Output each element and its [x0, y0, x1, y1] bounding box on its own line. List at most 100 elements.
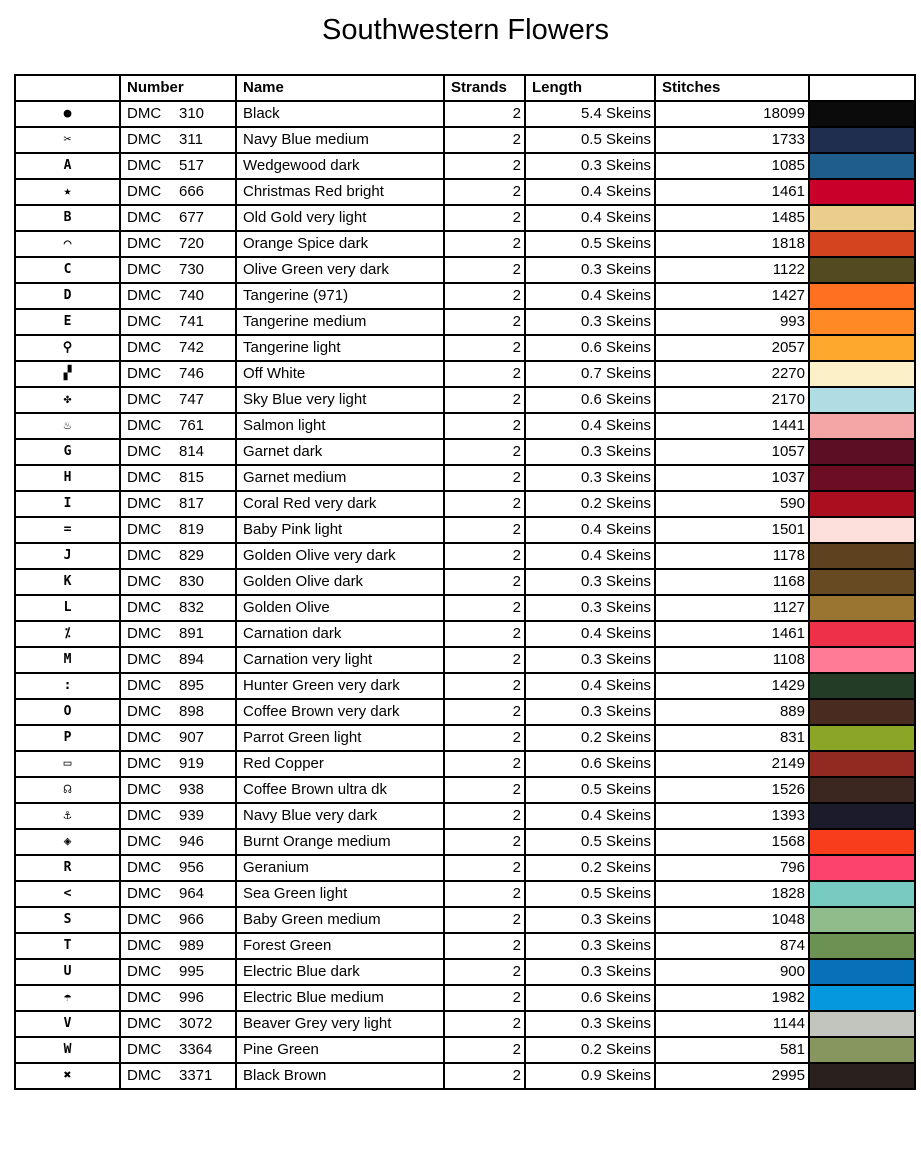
number-cell: DMC 311 [119, 125, 237, 154]
color-swatch-cell [808, 801, 916, 830]
stitches-cell: 1501 [654, 515, 810, 544]
strands-cell: 2 [443, 515, 526, 544]
color-swatch [811, 128, 913, 151]
color-swatch [811, 518, 913, 541]
color-swatch-cell [808, 463, 916, 492]
length-cell: 5.4 Skeins [524, 99, 656, 128]
strands-cell: 2 [443, 333, 526, 362]
table-row: ☊ DMC 938 Coffee Brown ultra dk 2 0.5 Skeins 1… [14, 775, 916, 804]
brand: DMC [127, 573, 162, 591]
number-cell: DMC 815 [119, 463, 237, 492]
color-swatch-cell [808, 671, 916, 700]
table-row: A DMC 517 Wedgewood dark 2 0.3 Skeins 1085 [14, 151, 916, 180]
length-cell: 0.2 Skeins [524, 1035, 656, 1064]
name-cell: Tangerine light [235, 333, 445, 362]
color-swatch-cell [808, 333, 916, 362]
stitches-cell: 590 [654, 489, 810, 518]
strands-cell: 2 [443, 99, 526, 128]
table-row: ✖ DMC 3371 Black Brown 2 0.9 Skeins 2995 [14, 1061, 916, 1090]
table-row: < DMC 964 Sea Green light 2 0.5 Skeins 1828 [14, 879, 916, 908]
color-swatch [811, 1012, 913, 1035]
symbol-cell: O [14, 697, 121, 726]
name-cell: Navy Blue medium [235, 125, 445, 154]
brand: DMC [127, 937, 162, 955]
floss-number: 3364 [179, 1041, 213, 1059]
color-swatch-cell [808, 255, 916, 284]
strands-cell: 2 [443, 229, 526, 258]
number-cell: DMC 746 [119, 359, 237, 388]
color-swatch [811, 570, 913, 593]
strands-cell: 2 [443, 281, 526, 310]
length-cell: 0.2 Skeins [524, 853, 656, 882]
length-cell: 0.4 Skeins [524, 515, 656, 544]
color-swatch [811, 258, 913, 281]
floss-number: 742 [179, 339, 205, 357]
strands-cell: 2 [443, 437, 526, 466]
length-cell: 0.3 Skeins [524, 437, 656, 466]
name-cell: Coffee Brown very dark [235, 697, 445, 726]
number-cell: DMC 891 [119, 619, 237, 648]
symbol-cell: = [14, 515, 121, 544]
number-cell: DMC 817 [119, 489, 237, 518]
color-swatch-cell [808, 541, 916, 570]
length-cell: 0.2 Skeins [524, 723, 656, 752]
number-cell: DMC 939 [119, 801, 237, 830]
floss-number: 946 [179, 833, 205, 851]
number-cell: DMC 814 [119, 437, 237, 466]
length-cell: 0.3 Skeins [524, 931, 656, 960]
name-cell: Coffee Brown ultra dk [235, 775, 445, 804]
name-cell: Sky Blue very light [235, 385, 445, 414]
name-cell: Geranium [235, 853, 445, 882]
brand: DMC [127, 1015, 162, 1033]
number-cell: DMC 938 [119, 775, 237, 804]
stitches-cell: 1168 [654, 567, 810, 596]
color-swatch [811, 752, 913, 775]
strands-cell: 2 [443, 307, 526, 336]
color-swatch-cell [808, 307, 916, 336]
color-swatch-cell [808, 983, 916, 1012]
table-row: R DMC 956 Geranium 2 0.2 Skeins 796 [14, 853, 916, 882]
number-cell: DMC 730 [119, 255, 237, 284]
color-swatch [811, 102, 913, 125]
floss-number: 3072 [179, 1015, 213, 1033]
length-cell: 0.5 Skeins [524, 229, 656, 258]
brand: DMC [127, 1041, 162, 1059]
stitches-cell: 1057 [654, 437, 810, 466]
floss-number: 966 [179, 911, 205, 929]
symbol-cell: : [14, 671, 121, 700]
name-cell: Tangerine medium [235, 307, 445, 336]
stitches-cell: 1485 [654, 203, 810, 232]
name-cell: Golden Olive very dark [235, 541, 445, 570]
color-swatch-cell [808, 593, 916, 622]
color-swatch-cell [808, 619, 916, 648]
symbol-cell: P [14, 723, 121, 752]
stitches-cell: 900 [654, 957, 810, 986]
number-cell: DMC 946 [119, 827, 237, 856]
table-row: ⌒ DMC 720 Orange Spice dark 2 0.5 Skeins 1818 [14, 229, 916, 258]
length-cell: 0.3 Skeins [524, 593, 656, 622]
number-cell: DMC 894 [119, 645, 237, 674]
name-cell: Pine Green [235, 1035, 445, 1064]
color-swatch [811, 206, 913, 229]
symbol-cell: B [14, 203, 121, 232]
name-cell: Olive Green very dark [235, 255, 445, 284]
color-swatch-cell [808, 1061, 916, 1090]
symbol-cell: D [14, 281, 121, 310]
strands-cell: 2 [443, 853, 526, 882]
length-cell: 0.3 Skeins [524, 957, 656, 986]
color-swatch-cell [808, 879, 916, 908]
stitches-cell: 2149 [654, 749, 810, 778]
floss-number: 989 [179, 937, 205, 955]
color-swatch [811, 726, 913, 749]
name-cell: Off White [235, 359, 445, 388]
length-cell: 0.4 Skeins [524, 411, 656, 440]
color-swatch-cell [808, 411, 916, 440]
symbol-cell: C [14, 255, 121, 284]
table-row: I DMC 817 Coral Red very dark 2 0.2 Skeins 590 [14, 489, 916, 518]
name-cell: Garnet dark [235, 437, 445, 466]
length-cell: 0.6 Skeins [524, 983, 656, 1012]
strands-cell: 2 [443, 1009, 526, 1038]
number-cell: DMC 830 [119, 567, 237, 596]
color-swatch [811, 154, 913, 177]
brand: DMC [127, 859, 162, 877]
